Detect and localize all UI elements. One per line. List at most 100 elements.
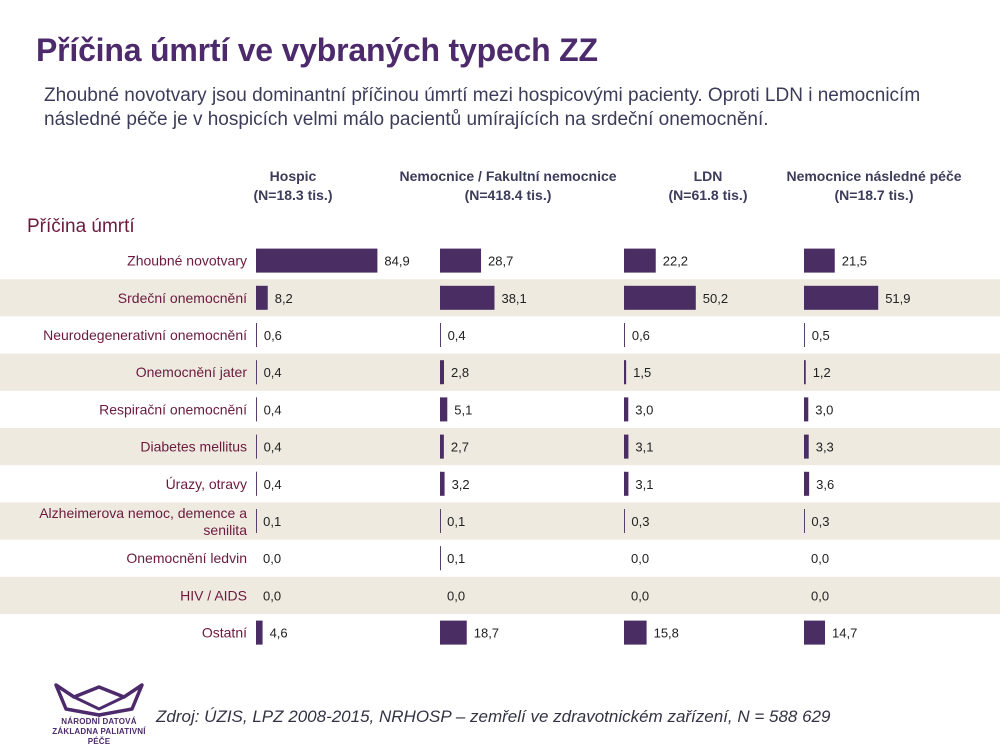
value-label: 4,6 xyxy=(270,626,288,641)
bar xyxy=(804,620,826,645)
value-label: 0,4 xyxy=(264,440,282,455)
value-label: 38,1 xyxy=(501,291,526,306)
category-label: Ostatní xyxy=(202,625,247,641)
category-label: Onemocnění ledvin xyxy=(126,550,247,566)
bar xyxy=(440,434,444,459)
logo-line-1: NÁRODNÍ DATOVÁ xyxy=(61,717,137,726)
value-label: 3,6 xyxy=(816,477,834,492)
value-label: 3,0 xyxy=(635,402,653,417)
value-label: 0,0 xyxy=(631,588,649,603)
bar xyxy=(624,434,629,459)
value-label: 15,8 xyxy=(654,626,679,641)
value-label: 0,0 xyxy=(263,588,281,603)
value-label: 0,5 xyxy=(812,328,830,343)
category-label: Zhoubné novotvary xyxy=(127,253,247,269)
category-label: Alzheimerova nemoc, demence a senilita xyxy=(39,505,247,538)
bar xyxy=(440,620,467,645)
value-label: 3,1 xyxy=(635,477,653,492)
bar xyxy=(624,323,625,347)
series-header: Nemocnice / Fakultní nemocnice xyxy=(399,168,616,184)
value-label: 1,5 xyxy=(633,365,651,380)
value-label: 0,1 xyxy=(447,514,465,529)
value-label: 0,0 xyxy=(447,588,465,603)
value-label: 1,2 xyxy=(813,365,831,380)
bar xyxy=(440,471,445,496)
bar xyxy=(440,360,445,385)
bar xyxy=(256,620,263,645)
value-label: 8,2 xyxy=(275,291,293,306)
bar xyxy=(624,620,647,645)
value-label: 50,2 xyxy=(703,291,728,306)
value-label: 0,3 xyxy=(811,514,829,529)
bar xyxy=(624,360,627,385)
value-label: 0,4 xyxy=(264,365,282,380)
row-band xyxy=(0,428,1000,466)
series-n-label: (N=18.7 tis.) xyxy=(835,187,914,203)
value-label: 51,9 xyxy=(885,291,910,306)
bar xyxy=(440,323,441,347)
bar xyxy=(624,248,656,273)
value-label: 0,4 xyxy=(264,402,282,417)
bar xyxy=(804,397,809,422)
bar xyxy=(440,397,448,422)
value-label: 0,0 xyxy=(811,588,829,603)
bar xyxy=(804,471,810,496)
value-label: 18,7 xyxy=(474,626,499,641)
series-n-label: (N=18.3 tis.) xyxy=(254,187,333,203)
bar xyxy=(804,248,835,273)
bar xyxy=(256,434,257,459)
bar xyxy=(624,285,696,310)
page-title: Příčina úmrtí ve vybraných typech ZZ xyxy=(36,32,598,68)
source-note: Zdroj: ÚZIS, LPZ 2008-2015, NRHOSP – zem… xyxy=(156,707,831,726)
series-n-label: (N=418.4 tis.) xyxy=(465,187,552,203)
value-label: 28,7 xyxy=(488,254,513,269)
logo-icon xyxy=(54,683,144,717)
value-label: 14,7 xyxy=(832,626,857,641)
value-label: 0,1 xyxy=(263,514,281,529)
logo-text: NÁRODNÍ DATOVÁ ZÁKLADNA PALIATIVNÍ PÉČE xyxy=(44,717,154,747)
value-label: 2,8 xyxy=(451,365,469,380)
category-label: Respirační onemocnění xyxy=(99,401,247,417)
value-label: 0,4 xyxy=(264,477,282,492)
logo-line-2: ZÁKLADNA PALIATIVNÍ PÉČE xyxy=(52,727,146,746)
row-band xyxy=(0,576,1000,614)
row-band xyxy=(0,502,1000,540)
category-label: Úrazy, otravy xyxy=(166,476,247,492)
bar xyxy=(256,323,257,347)
bar xyxy=(804,360,806,385)
category-label: Onemocnění jater xyxy=(136,364,248,380)
bar xyxy=(256,248,378,273)
bar xyxy=(256,509,257,533)
value-label: 0,1 xyxy=(447,551,465,566)
bar xyxy=(804,285,879,310)
value-label: 0,4 xyxy=(448,328,466,343)
value-label: 22,2 xyxy=(663,254,688,269)
bar xyxy=(804,509,805,533)
bar xyxy=(256,360,257,385)
category-label: Neurodegenerativní onemocnění xyxy=(43,327,247,343)
bar xyxy=(804,434,809,459)
bar xyxy=(256,285,268,310)
bar xyxy=(624,509,625,533)
value-label: 3,3 xyxy=(816,440,834,455)
series-header: Nemocnice následné péče xyxy=(786,168,961,184)
bar xyxy=(440,248,482,273)
bar xyxy=(256,471,257,496)
category-label: Srdeční onemocnění xyxy=(118,290,247,306)
bar xyxy=(804,323,805,347)
category-axis-label: Příčina úmrtí xyxy=(27,216,135,237)
value-label: 84,9 xyxy=(384,254,409,269)
bar xyxy=(256,397,257,422)
value-label: 0,3 xyxy=(631,514,649,529)
bar xyxy=(624,397,629,422)
bar xyxy=(440,509,441,533)
value-label: 0,0 xyxy=(811,551,829,566)
value-label: 0,6 xyxy=(632,328,650,343)
value-label: 21,5 xyxy=(842,254,867,269)
series-header: Hospic xyxy=(270,168,317,184)
value-label: 2,7 xyxy=(451,440,469,455)
value-label: 3,0 xyxy=(815,402,833,417)
bar xyxy=(440,546,441,571)
value-label: 3,1 xyxy=(635,440,653,455)
row-band xyxy=(0,353,1000,391)
